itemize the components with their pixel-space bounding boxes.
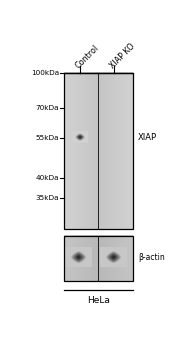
Text: 40kDa: 40kDa [36,175,59,181]
Text: β-actin: β-actin [138,253,165,262]
Text: XIAP: XIAP [138,133,157,142]
Text: 100kDa: 100kDa [31,70,59,76]
Text: XIAP KO: XIAP KO [108,42,136,70]
Text: 35kDa: 35kDa [36,195,59,201]
Text: 55kDa: 55kDa [36,135,59,141]
Bar [64,236,133,280]
Text: Control: Control [74,43,101,70]
Text: HeLa: HeLa [87,296,110,305]
Bar [64,73,133,229]
Text: 70kDa: 70kDa [36,105,59,111]
